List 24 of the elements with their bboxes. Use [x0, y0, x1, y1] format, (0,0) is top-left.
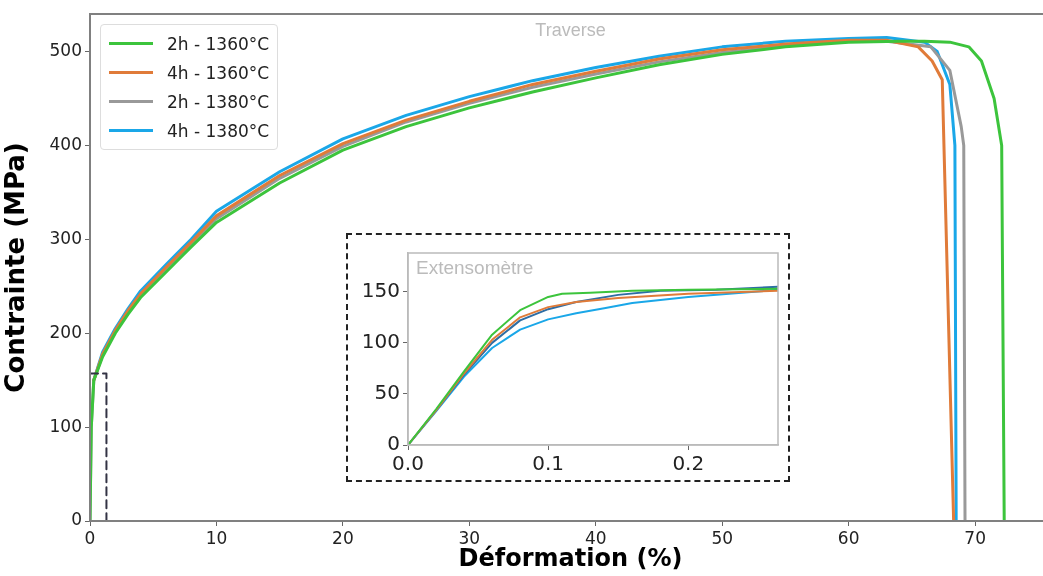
y-tick-label: 400 [49, 133, 82, 154]
y-axis-title: Contrainte (MPa) [0, 142, 31, 393]
y-tick-label: 150 [361, 278, 400, 303]
x-tick-label: 0.2 [672, 451, 705, 476]
legend-label: 4h - 1360°C [167, 62, 270, 83]
legend-label: 4h - 1380°C [167, 120, 270, 141]
legend-label: 2h - 1380°C [167, 91, 270, 112]
y-tick-label: 300 [49, 227, 82, 248]
x-tick-label: 10 [205, 527, 228, 548]
y-tick-label: 0 [71, 509, 82, 530]
x-tick-label: 50 [711, 527, 734, 548]
x-tick-label: 60 [837, 527, 860, 548]
y-tick-label: 100 [361, 329, 400, 354]
x-tick-label: 70 [964, 527, 986, 548]
y-tick-label: 100 [49, 415, 82, 436]
legend-label: 2h - 1360°C [167, 33, 270, 54]
y-tick-label: 50 [374, 380, 400, 405]
x-tick-label: 20 [332, 527, 354, 548]
y-tick-label: 200 [49, 321, 82, 342]
annotation: Traverse [535, 19, 606, 40]
x-tick-label: 0 [84, 527, 96, 548]
y-tick-label: 500 [49, 39, 82, 60]
annotation: Extensomètre [416, 256, 534, 278]
x-tick-label: 0.1 [532, 451, 565, 476]
